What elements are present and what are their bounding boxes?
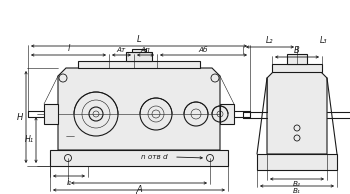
Bar [287, 54, 307, 64]
Polygon shape [58, 68, 220, 150]
Bar [50, 150, 228, 166]
Text: H: H [17, 113, 23, 121]
Text: Aт: Aт [117, 47, 126, 53]
Text: l: l [67, 44, 70, 53]
Bar [132, 49, 146, 52]
Text: Аб: Аб [199, 47, 208, 53]
Text: B₂: B₂ [293, 181, 301, 187]
Bar [44, 104, 58, 124]
Text: A: A [136, 185, 142, 194]
Text: i₁: i₁ [66, 178, 72, 187]
Bar [78, 61, 200, 68]
Bar [257, 154, 337, 170]
Text: n отв d: n отв d [141, 154, 167, 160]
Text: L₁: L₁ [135, 192, 143, 194]
Text: L₂: L₂ [266, 36, 274, 45]
Text: H₁: H₁ [25, 135, 34, 145]
Text: L: L [137, 35, 141, 43]
Bar [220, 104, 234, 124]
Circle shape [59, 74, 67, 82]
Polygon shape [267, 72, 327, 154]
Bar [126, 52, 152, 61]
Text: L₃: L₃ [320, 36, 328, 45]
Circle shape [211, 74, 219, 82]
Text: Ап: Ап [141, 47, 150, 53]
Bar [272, 64, 322, 72]
Text: B: B [294, 46, 300, 55]
Text: B₁: B₁ [293, 188, 301, 194]
